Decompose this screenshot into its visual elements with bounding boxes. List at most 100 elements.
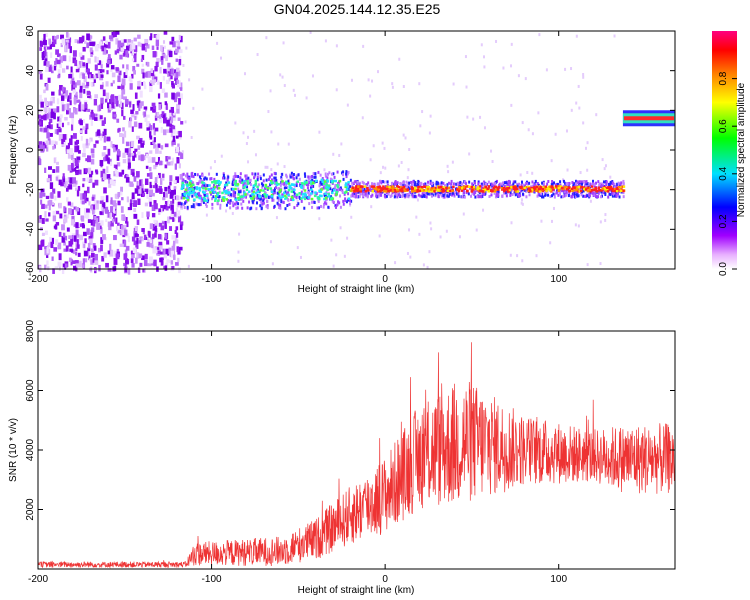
spectrogram-noise-cell	[122, 133, 125, 138]
spectrogram-noise-cell	[75, 180, 78, 185]
spectrogram-track-core	[473, 187, 476, 191]
spectrogram-track-halo	[455, 192, 458, 196]
spectrogram-noise-cell	[74, 167, 77, 172]
spectrogram-track-core	[275, 183, 279, 187]
spectrogram-noise-cell	[44, 264, 47, 270]
spectrogram-track-halo	[508, 180, 511, 184]
spectrogram-noise-cell	[179, 174, 183, 180]
spectrogram-noise-cell	[141, 63, 145, 67]
spectrogram-noise-cell	[51, 91, 55, 96]
spectrogram-y-tick-label: 40	[25, 65, 36, 77]
spectrogram-noise-cell	[110, 68, 113, 72]
spectrogram-track-core	[204, 187, 208, 190]
spectrogram-noise-cell	[90, 259, 94, 265]
spectrogram-track-core	[326, 180, 330, 183]
spectrogram-noise-cell	[85, 68, 89, 73]
spectrogram-track-core	[214, 197, 218, 200]
spectrogram-noise-cell	[53, 247, 58, 252]
spectrogram-faint-cell	[205, 213, 208, 217]
spectrogram-track-halo	[393, 195, 396, 199]
spectrogram-noise-cell	[174, 163, 177, 170]
spectrogram-noise-cell	[75, 267, 78, 272]
spectrogram-noise-cell	[107, 268, 112, 272]
spectrogram-noise-cell	[133, 213, 138, 219]
spectrogram-track-halo	[370, 182, 373, 186]
spectrogram-track-halo	[246, 206, 249, 210]
spectrogram-noise-cell	[178, 151, 181, 156]
spectrogram-noise-cell	[154, 225, 157, 232]
spectrogram-track-core	[344, 185, 347, 189]
spectrogram-noise-cell	[175, 48, 179, 54]
spectrogram-track-core	[588, 188, 591, 191]
spectrogram-track-core	[269, 179, 273, 183]
spectrogram-noise-cell	[41, 203, 45, 209]
spectrogram-track-halo	[526, 187, 529, 191]
spectrogram-noise-cell	[168, 247, 172, 254]
spectrogram-track-core	[270, 195, 274, 198]
spectrogram-track-halo	[341, 171, 344, 175]
spectrogram-track-halo	[232, 204, 235, 208]
spectrogram-track-core	[319, 190, 323, 193]
spectrogram-track-halo	[551, 179, 554, 183]
spectrogram-track-halo	[202, 201, 205, 205]
spectrogram-noise-cell	[94, 218, 99, 224]
spectrogram-noise-cell	[41, 232, 45, 237]
spectrogram-noise-cell	[95, 113, 98, 117]
spectrogram-track-halo	[390, 193, 393, 197]
spectrogram-noise-cell	[122, 137, 125, 144]
spectrogram-track-core	[332, 179, 336, 183]
spectrogram-track-halo	[251, 189, 254, 193]
spectrogram-faint-cell	[407, 168, 410, 172]
spectrogram-track-core	[275, 181, 278, 185]
spectrogram-track-halo	[371, 193, 374, 197]
spectrogram-noise-cell	[160, 261, 164, 266]
spectrogram-noise-cell	[175, 71, 179, 79]
spectrogram-track-halo	[422, 194, 425, 198]
spectrogram-track-halo	[379, 192, 382, 196]
spectrogram-y-label: Frequency (Hz)	[8, 116, 19, 185]
spectrogram-track-halo	[425, 195, 428, 199]
spectrogram-track-halo	[285, 185, 288, 189]
spectrogram-track-core	[298, 192, 301, 195]
spectrogram-track-core	[253, 187, 256, 191]
spectrogram-noise-cell	[48, 38, 51, 45]
spectrogram-track-halo	[554, 183, 557, 187]
spectrogram-track-core	[460, 187, 464, 190]
spectrogram-track-halo	[435, 180, 438, 184]
spectrogram-faint-cell	[577, 84, 580, 88]
spectrogram-faint-cell	[267, 110, 270, 114]
spectrogram-noise-cell	[161, 88, 166, 93]
spectrogram-noise-cell	[43, 33, 46, 41]
spectrogram-track-core	[279, 196, 283, 200]
spectrogram-noise-cell	[169, 191, 174, 198]
spectrogram-faint-cell	[609, 175, 612, 179]
spectrogram-track-halo	[225, 181, 228, 185]
spectrogram-noise-cell	[112, 80, 115, 84]
spectrogram-noise-cell	[158, 172, 161, 179]
spectrogram-track-core	[279, 188, 282, 192]
spectrogram-noise-cell	[84, 128, 88, 134]
spectrogram-track-halo	[547, 193, 550, 197]
spectrogram-track-halo	[448, 192, 451, 196]
spectrogram-noise-cell	[127, 268, 131, 275]
spectrogram-track-core	[310, 182, 313, 186]
spectrogram-noise-cell	[152, 51, 157, 58]
spectrogram-track-core	[506, 187, 509, 190]
spectrogram-faint-cell	[382, 165, 385, 169]
spectrogram-noise-cell	[107, 157, 110, 164]
snr-x-tick-label: -200	[28, 574, 48, 585]
spectrogram-track-halo	[216, 201, 219, 205]
spectrogram-track-halo	[323, 194, 326, 198]
spectrogram-noise-cell	[176, 103, 180, 109]
spectrogram-track-halo	[492, 185, 495, 189]
spectrogram-noise-cell	[87, 219, 92, 223]
spectrogram-noise-cell	[38, 157, 41, 165]
spectrogram-noise-cell	[144, 178, 149, 186]
spectrogram-track-core	[243, 191, 246, 194]
spectrogram-faint-cell	[338, 153, 341, 157]
spectrogram-faint-cell	[521, 259, 524, 263]
spectrogram-noise-cell	[133, 45, 138, 52]
spectrogram-noise-cell	[125, 217, 128, 224]
spectrogram-track-halo	[354, 180, 357, 184]
spectrogram-noise-cell	[123, 115, 126, 120]
